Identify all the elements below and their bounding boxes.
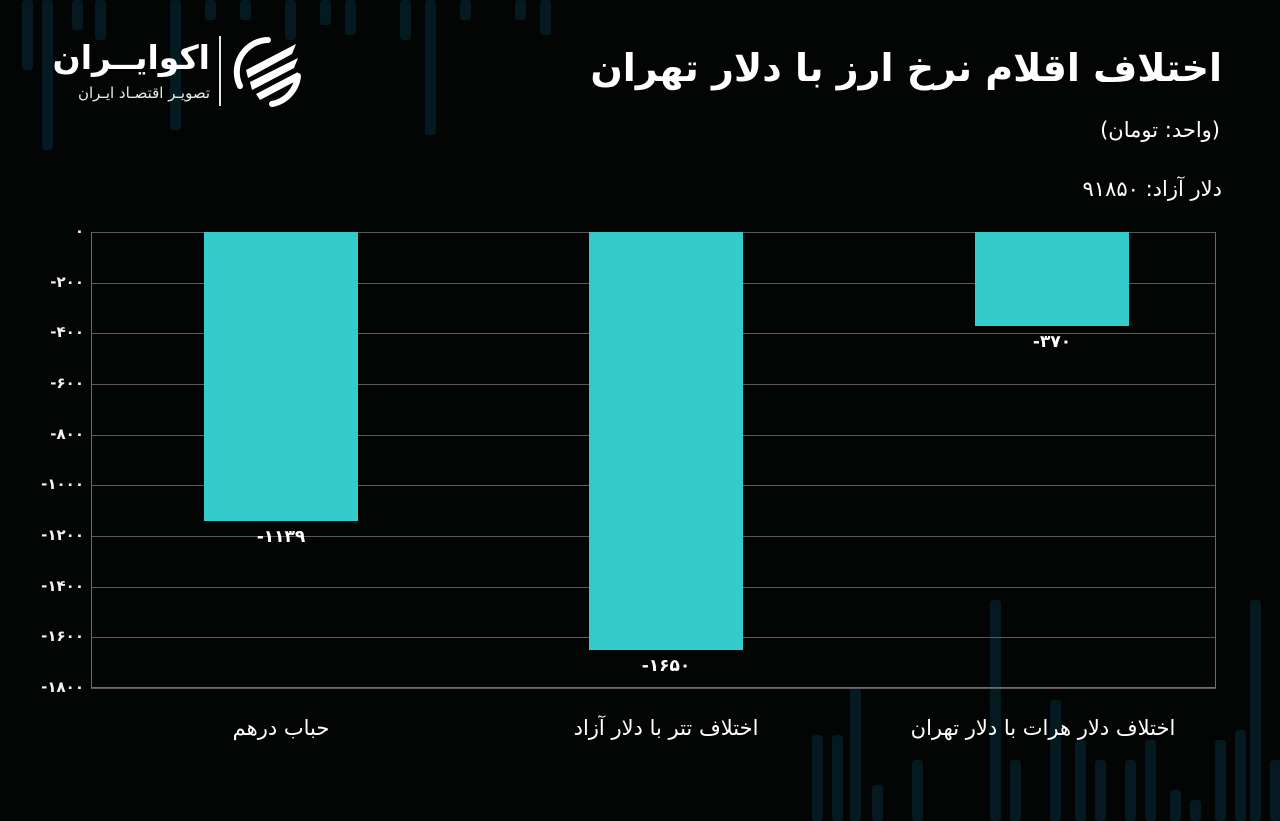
background-stripe: [1215, 740, 1226, 821]
bar: [975, 232, 1129, 326]
logo-name: اکوایــران: [52, 38, 210, 77]
logo-divider: [219, 36, 221, 106]
bar: [589, 232, 743, 650]
y-tick-label: -۱۴۰۰: [41, 577, 84, 595]
y-tick-label: ۰: [74, 222, 84, 240]
background-stripe: [400, 0, 411, 40]
background-stripe: [850, 688, 861, 821]
background-stripe: [1125, 760, 1136, 821]
background-stripe: [1145, 740, 1156, 821]
y-tick-label: -۲۰۰: [50, 273, 84, 291]
free-dollar-label: دلار آزاد:: [1145, 177, 1222, 201]
plot-area: [91, 232, 1216, 688]
background-stripe: [460, 0, 471, 20]
y-tick-label: -۱۸۰۰: [41, 678, 84, 696]
bar-value-label: -۳۷۰: [1032, 332, 1072, 352]
background-stripe: [42, 0, 53, 150]
category-label: حباب درهم: [232, 716, 330, 740]
category-label: اختلاف دلار هرات با دلار تهران: [910, 716, 1176, 740]
background-stripe: [1170, 790, 1181, 821]
background-stripe: [205, 0, 216, 20]
ecoiran-logo: اکوایــران تصویـر اقتصـاد ایـران: [50, 36, 310, 108]
background-stripe: [1270, 760, 1280, 821]
background-stripe: [990, 600, 1001, 821]
y-tick-label: -۶۰۰: [50, 374, 84, 392]
y-tick-label: -۱۲۰۰: [41, 526, 84, 544]
background-stripe: [22, 0, 33, 70]
background-stripe: [812, 735, 823, 821]
gridline: [91, 688, 1216, 689]
background-stripe: [1075, 740, 1086, 821]
y-tick-label: -۱۰۰۰: [41, 475, 84, 493]
bar-value-label: -۱۶۵۰: [641, 656, 691, 676]
background-stripe: [320, 0, 331, 25]
bar-value-label: -۱۱۳۹: [256, 527, 306, 547]
y-tick-label: -۴۰۰: [50, 323, 84, 341]
y-tick-label: -۸۰۰: [50, 425, 84, 443]
background-stripe: [240, 0, 251, 20]
background-stripe: [1250, 600, 1261, 821]
background-stripe: [1050, 700, 1061, 821]
unit-label: (واحد: تومان): [1100, 118, 1220, 142]
free-dollar-value: ۹۱۸۵۰: [1082, 177, 1139, 201]
logo-tagline: تصویـر اقتصـاد ایـران: [77, 84, 210, 102]
background-stripe: [345, 0, 356, 35]
background-stripe: [170, 0, 181, 130]
free-dollar-rate: دلار آزاد: ۹۱۸۵۰: [1083, 177, 1222, 201]
background-stripe: [872, 785, 883, 821]
y-tick-label: -۱۶۰۰: [41, 627, 84, 645]
background-stripe: [1190, 800, 1201, 821]
background-stripe: [515, 0, 526, 20]
background-stripe: [425, 0, 436, 135]
bar: [204, 232, 358, 521]
background-stripe: [72, 0, 83, 30]
background-stripe: [912, 760, 923, 821]
background-stripe: [540, 0, 551, 35]
ecoiran-swoosh-logo-icon: [233, 37, 301, 107]
background-stripe: [1095, 760, 1106, 821]
chart-title: اختلاف اقلام نرخ ارز با دلار تهران: [590, 46, 1222, 90]
background-stripe: [285, 0, 296, 40]
category-label: اختلاف تتر با دلار آزاد: [573, 716, 759, 740]
background-stripe: [832, 735, 843, 821]
background-stripe: [1010, 760, 1021, 821]
background-stripe: [95, 0, 106, 40]
background-stripe: [1235, 730, 1246, 821]
